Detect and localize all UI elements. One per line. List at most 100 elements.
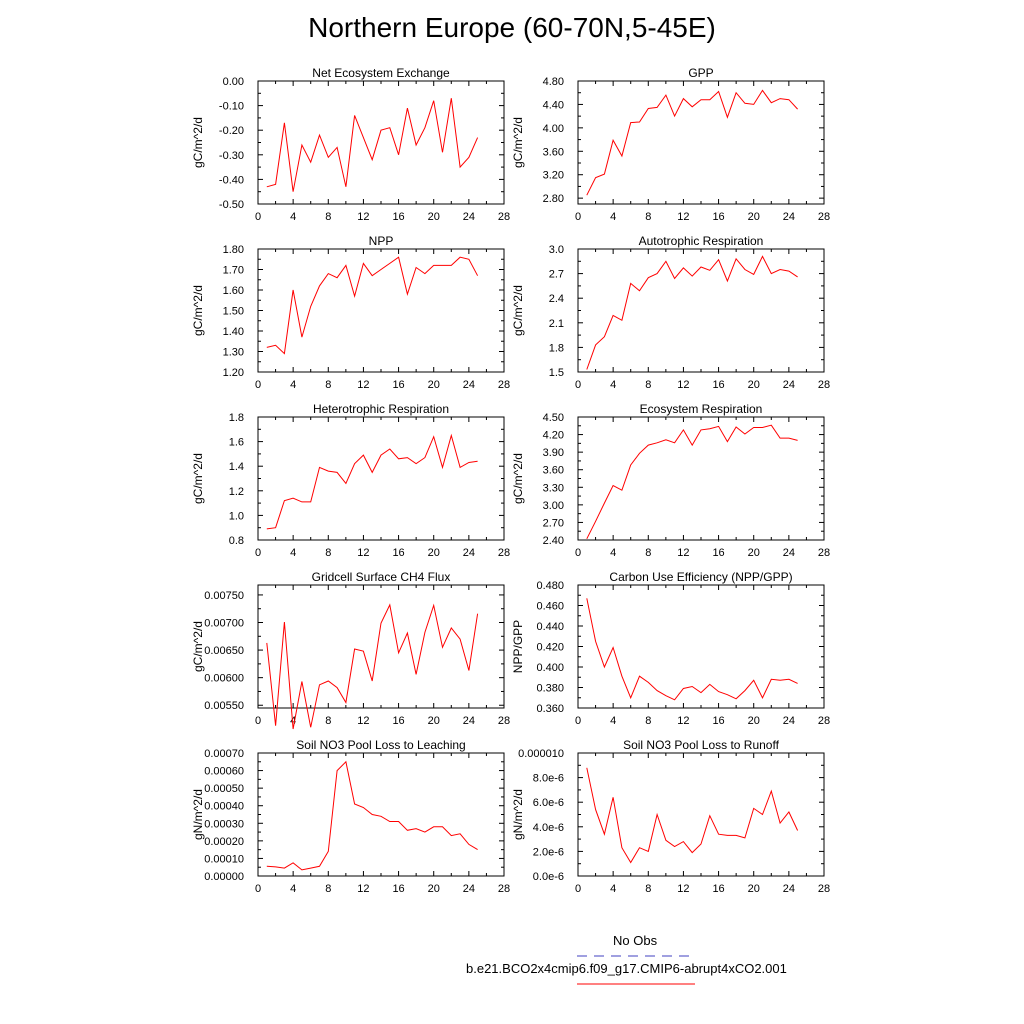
x-tick-label: 28 xyxy=(818,715,830,727)
x-tick-label: 0 xyxy=(575,379,581,391)
y-axis-label: gC/m^2/d xyxy=(511,117,525,168)
y-tick-label: 1.2 xyxy=(229,486,244,498)
x-tick-label: 16 xyxy=(392,211,404,223)
x-tick-label: 24 xyxy=(463,547,475,559)
y-tick-label: 3.60 xyxy=(543,465,564,477)
x-tick-label: 20 xyxy=(748,211,760,223)
x-tick-label: 16 xyxy=(712,379,724,391)
y-tick-label: 4.80 xyxy=(543,76,564,88)
y-tick-label: 1.6 xyxy=(229,437,244,449)
y-axis-label: gC/m^2/d xyxy=(191,621,205,672)
y-tick-label: -0.10 xyxy=(219,101,244,113)
y-tick-label: 0.380 xyxy=(536,683,564,695)
y-tick-label: 2.7 xyxy=(549,269,564,281)
chart-panel-4: Heterotrophic Respiration 0 4 8 12 16 20 24 28 0.… xyxy=(191,402,510,559)
y-tick-label: -0.30 xyxy=(219,150,244,162)
panel-title: Carbon Use Efficiency (NPP/GPP) xyxy=(609,570,792,584)
y-tick-label: 2.4 xyxy=(549,293,564,305)
series-line xyxy=(586,424,798,540)
panel-title: Ecosystem Respiration xyxy=(640,402,763,416)
x-tick-label: 4 xyxy=(610,211,616,223)
y-tick-label: 1.60 xyxy=(223,285,244,297)
y-tick-label: 0.00030 xyxy=(204,818,244,830)
x-tick-label: 24 xyxy=(783,715,795,727)
y-axis-label: gC/m^2/d xyxy=(191,285,205,336)
y-tick-label: 4.20 xyxy=(543,430,564,442)
x-tick-label: 8 xyxy=(325,547,331,559)
x-tick-label: 28 xyxy=(818,379,830,391)
y-tick-label: 0.460 xyxy=(536,601,564,613)
y-tick-label: 2.70 xyxy=(543,517,564,529)
y-tick-label: 0.00020 xyxy=(204,836,244,848)
y-axis-label: gN/m^2/d xyxy=(191,789,205,840)
x-tick-label: 12 xyxy=(357,211,369,223)
panel-title: GPP xyxy=(688,66,713,80)
y-tick-label: 6.0e-6 xyxy=(533,797,564,809)
y-tick-label: 8.0e-6 xyxy=(533,773,564,785)
series-line xyxy=(266,603,479,730)
x-tick-label: 20 xyxy=(428,883,440,895)
chart-panel-0: Net Ecosystem Exchange 0 4 8 12 16 20 24 28 -0.50… xyxy=(191,66,510,223)
y-tick-label: 0.400 xyxy=(536,662,564,674)
legend-case-label: b.e21.BCO2x4cmip6.f09_g17.CMIP6-abrupt4x… xyxy=(466,961,787,976)
series-line xyxy=(266,256,479,355)
x-tick-label: 20 xyxy=(748,883,760,895)
panel-title: Autotrophic Respiration xyxy=(639,234,764,248)
x-tick-label: 12 xyxy=(677,379,689,391)
y-tick-label: 1.80 xyxy=(223,244,244,256)
y-tick-label: 3.20 xyxy=(543,170,564,182)
y-tick-label: 0.00050 xyxy=(204,783,244,795)
x-tick-label: 8 xyxy=(325,715,331,727)
y-tick-label: 4.0e-6 xyxy=(533,822,564,834)
y-tick-label: 0.00700 xyxy=(204,618,244,630)
y-tick-label: 0.00000 xyxy=(204,871,244,883)
series-line xyxy=(586,598,798,701)
series-line xyxy=(266,433,478,530)
y-tick-label: 1.4 xyxy=(229,461,244,473)
y-tick-label: 0.480 xyxy=(536,580,564,592)
x-tick-label: 8 xyxy=(325,379,331,391)
x-tick-label: 4 xyxy=(290,547,296,559)
y-tick-label: 1.8 xyxy=(229,412,244,424)
x-tick-label: 24 xyxy=(463,883,475,895)
chart-panel-8: Soil NO3 Pool Loss to Leaching 0 4 8 12 16 20 2… xyxy=(191,738,510,895)
x-tick-label: 24 xyxy=(783,547,795,559)
y-tick-label: 0.0e-6 xyxy=(533,871,564,883)
y-tick-label: 3.00 xyxy=(543,500,564,512)
y-tick-label: 1.30 xyxy=(223,347,244,359)
y-tick-label: -0.20 xyxy=(219,125,244,137)
main-title: Northern Europe (60-70N,5-45E) xyxy=(308,12,716,43)
x-tick-label: 12 xyxy=(677,211,689,223)
x-tick-label: 16 xyxy=(392,547,404,559)
x-tick-label: 4 xyxy=(290,379,296,391)
x-tick-label: 24 xyxy=(783,379,795,391)
panel-title: Soil NO3 Pool Loss to Runoff xyxy=(623,738,780,752)
x-tick-label: 8 xyxy=(645,379,651,391)
y-tick-label: 0.00750 xyxy=(204,590,244,602)
series-line xyxy=(586,255,798,370)
x-tick-label: 12 xyxy=(357,547,369,559)
plot-frame xyxy=(257,752,505,877)
x-tick-label: 0 xyxy=(255,883,261,895)
y-tick-label: 0.00600 xyxy=(204,673,244,685)
x-tick-label: 28 xyxy=(498,379,510,391)
x-tick-label: 20 xyxy=(428,715,440,727)
y-axis-label: gC/m^2/d xyxy=(511,453,525,504)
y-tick-label: 3.30 xyxy=(543,482,564,494)
y-tick-label: 4.00 xyxy=(543,123,564,135)
x-tick-label: 4 xyxy=(610,379,616,391)
x-tick-label: 28 xyxy=(498,547,510,559)
chart-panel-7: Carbon Use Efficiency (NPP/GPP) 0 4 8 12 16 20… xyxy=(511,570,830,727)
y-axis-label: NPP/GPP xyxy=(511,620,525,673)
x-tick-label: 28 xyxy=(818,547,830,559)
y-tick-label: 1.5 xyxy=(549,367,564,379)
plot-frame xyxy=(577,416,825,541)
x-tick-label: 16 xyxy=(712,883,724,895)
plot-frame xyxy=(257,584,505,709)
x-tick-label: 20 xyxy=(748,547,760,559)
series-line xyxy=(266,760,478,871)
x-tick-label: 20 xyxy=(428,547,440,559)
x-tick-label: 28 xyxy=(818,883,830,895)
y-tick-label: 0.00650 xyxy=(204,645,244,657)
